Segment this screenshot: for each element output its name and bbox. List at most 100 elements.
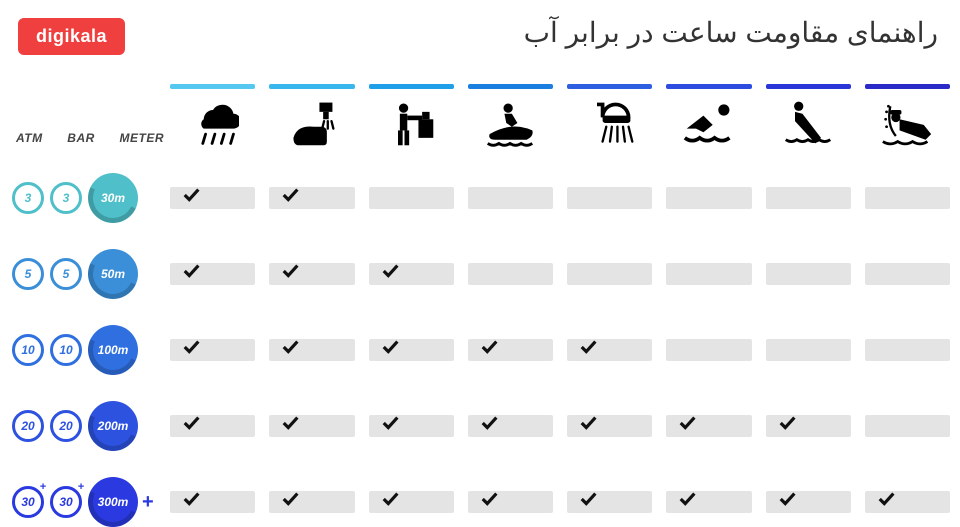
cell [170,415,255,437]
swim-icon [681,95,737,151]
label-meter: METER [119,131,164,145]
meter-badge: 100m [88,325,138,375]
table-row: 3030300m+ [10,477,950,527]
water-resistance-table: ATM BAR METER 3330m5550m1010100m2020200m… [10,84,950,527]
activity-topbar [865,84,950,89]
check-icon [182,185,202,205]
cell [865,491,950,513]
activity-topbar [369,84,454,89]
activity-work [369,84,454,151]
snorkel-icon [780,95,836,151]
scuba-icon [879,95,935,151]
cell [766,491,851,513]
cell [766,263,851,285]
activity-topbar [666,84,751,89]
hand-wash-icon [284,95,340,151]
column-headers: ATM BAR METER [10,84,950,151]
row-head: 1010100m [10,325,170,375]
bar-circle: 20 [50,410,82,442]
cell [269,263,354,285]
plus-indicator: + [142,491,154,514]
shower-icon [582,95,638,151]
meter-badge: 200m [88,401,138,451]
cell [369,491,454,513]
rain-icon [185,95,241,151]
check-icon [778,413,798,433]
atm-circle: 5 [12,258,44,290]
bar-circle: 10 [50,334,82,366]
label-bar: BAR [67,131,95,145]
cell [666,415,751,437]
activity-hand-wash [269,84,354,151]
row-head: 3330m [10,173,170,223]
check-icon [381,413,401,433]
jetski-icon [482,95,538,151]
cell [865,263,950,285]
cell [567,491,652,513]
row-cells [170,491,950,513]
brand-logo: digikala [18,18,125,55]
table-row: 2020200m [10,401,950,451]
check-icon [281,185,301,205]
cell [468,491,553,513]
cell [666,187,751,209]
cell [369,415,454,437]
cell [170,187,255,209]
meter-badge: 50m [88,249,138,299]
cell [468,339,553,361]
check-icon [877,489,897,509]
activity-jetski [468,84,553,151]
bar-circle: 5 [50,258,82,290]
unit-labels: ATM BAR METER [10,131,170,151]
cell [269,187,354,209]
cell [369,187,454,209]
cell [666,339,751,361]
activity-snorkel [766,84,851,151]
check-icon [480,413,500,433]
activity-icons-row [170,84,950,151]
check-icon [579,413,599,433]
check-icon [281,413,301,433]
cell [170,491,255,513]
check-icon [381,261,401,281]
activity-shower [567,84,652,151]
row-head: 2020200m [10,401,170,451]
cell [666,263,751,285]
meter-badge: 30m [88,173,138,223]
cell [766,415,851,437]
check-icon [281,337,301,357]
row-head: 5550m [10,249,170,299]
row-cells [170,339,950,361]
activity-topbar [567,84,652,89]
atm-circle: 20 [12,410,44,442]
cell [766,339,851,361]
check-icon [678,489,698,509]
table-row: 5550m [10,249,950,299]
check-icon [678,413,698,433]
row-cells [170,263,950,285]
table-row: 1010100m [10,325,950,375]
cell [269,339,354,361]
work-icon [383,95,439,151]
activity-topbar [766,84,851,89]
cell [567,415,652,437]
check-icon [579,489,599,509]
activity-topbar [170,84,255,89]
check-icon [281,489,301,509]
bar-circle: 30 [50,486,82,518]
cell [666,491,751,513]
cell [369,339,454,361]
check-icon [480,337,500,357]
label-atm: ATM [16,131,43,145]
check-icon [182,337,202,357]
activity-scuba [865,84,950,151]
table-row: 3330m [10,173,950,223]
table-rows: 3330m5550m1010100m2020200m3030300m+ [10,173,950,527]
cell [170,339,255,361]
atm-circle: 30 [12,486,44,518]
cell [766,187,851,209]
check-icon [182,413,202,433]
page-title: راهنمای مقاومت ساعت در برابر آب [524,16,938,49]
meter-badge: 300m [88,477,138,527]
cell [468,187,553,209]
